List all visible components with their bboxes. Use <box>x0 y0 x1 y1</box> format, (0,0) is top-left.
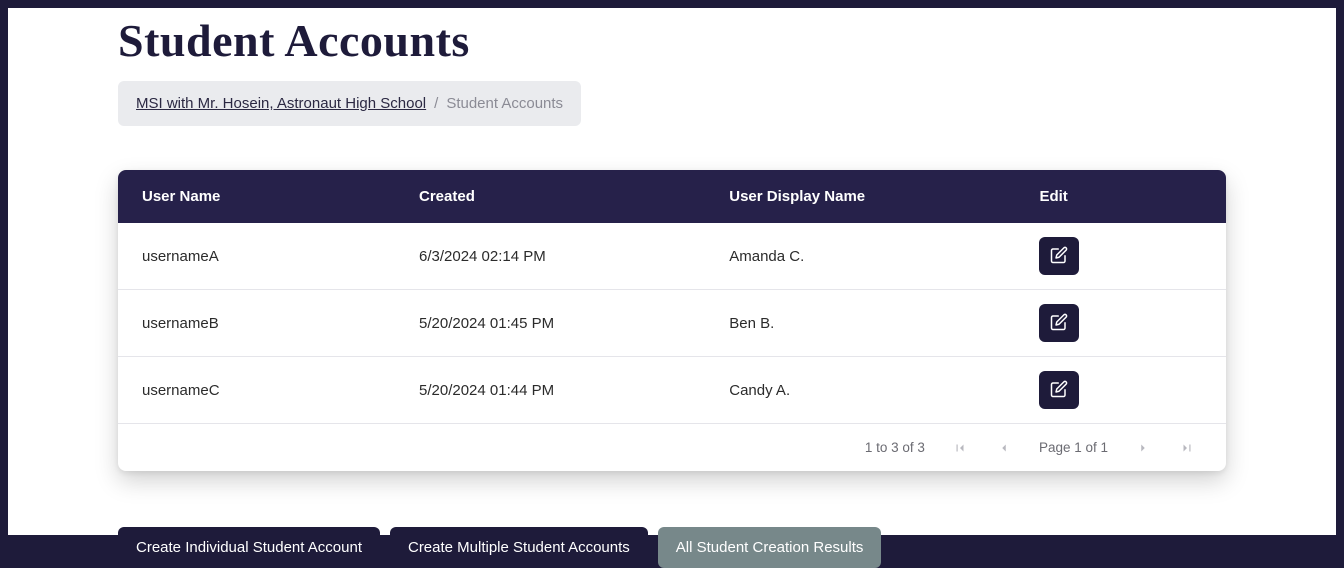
cell-created: 5/20/2024 01:45 PM <box>395 290 705 357</box>
edit-button[interactable] <box>1039 237 1079 275</box>
create-individual-button[interactable]: Create Individual Student Account <box>118 527 380 568</box>
edit-icon <box>1050 313 1068 334</box>
table-row: usernameB 5/20/2024 01:45 PM Ben B. <box>118 290 1226 357</box>
last-page-icon[interactable] <box>1178 441 1196 455</box>
students-table-card: User Name Created User Display Name Edit… <box>118 170 1226 471</box>
action-buttons-row: Create Individual Student Account Create… <box>118 527 1226 568</box>
breadcrumb: MSI with Mr. Hosein, Astronaut High Scho… <box>118 81 581 126</box>
pagination-page: Page 1 of 1 <box>1039 440 1108 455</box>
all-results-button[interactable]: All Student Creation Results <box>658 527 882 568</box>
breadcrumb-link[interactable]: MSI with Mr. Hosein, Astronaut High Scho… <box>136 95 426 112</box>
page-title: Student Accounts <box>118 8 1226 67</box>
cell-edit <box>1015 357 1226 424</box>
prev-page-icon[interactable] <box>995 441 1013 455</box>
edit-button[interactable] <box>1039 371 1079 409</box>
cell-edit <box>1015 223 1226 290</box>
students-table: User Name Created User Display Name Edit… <box>118 170 1226 424</box>
col-header-username: User Name <box>118 170 395 223</box>
table-row: usernameC 5/20/2024 01:44 PM Candy A. <box>118 357 1226 424</box>
breadcrumb-current: Student Accounts <box>446 95 563 112</box>
create-multiple-button[interactable]: Create Multiple Student Accounts <box>390 527 648 568</box>
cell-display-name: Ben B. <box>705 290 1015 357</box>
cell-created: 6/3/2024 02:14 PM <box>395 223 705 290</box>
edit-button[interactable] <box>1039 304 1079 342</box>
col-header-edit: Edit <box>1015 170 1226 223</box>
cell-display-name: Amanda C. <box>705 223 1015 290</box>
cell-username: usernameC <box>118 357 395 424</box>
pagination: 1 to 3 of 3 Page 1 of 1 <box>118 424 1226 471</box>
cell-display-name: Candy A. <box>705 357 1015 424</box>
table-row: usernameA 6/3/2024 02:14 PM Amanda C. <box>118 223 1226 290</box>
cell-username: usernameB <box>118 290 395 357</box>
col-header-created: Created <box>395 170 705 223</box>
next-page-icon[interactable] <box>1134 441 1152 455</box>
edit-icon <box>1050 380 1068 401</box>
edit-icon <box>1050 246 1068 267</box>
pagination-range: 1 to 3 of 3 <box>865 440 925 455</box>
cell-created: 5/20/2024 01:44 PM <box>395 357 705 424</box>
cell-username: usernameA <box>118 223 395 290</box>
page-frame: Student Accounts MSI with Mr. Hosein, As… <box>8 8 1336 535</box>
cell-edit <box>1015 290 1226 357</box>
table-header-row: User Name Created User Display Name Edit <box>118 170 1226 223</box>
breadcrumb-separator: / <box>434 95 438 112</box>
col-header-display-name: User Display Name <box>705 170 1015 223</box>
first-page-icon[interactable] <box>951 441 969 455</box>
